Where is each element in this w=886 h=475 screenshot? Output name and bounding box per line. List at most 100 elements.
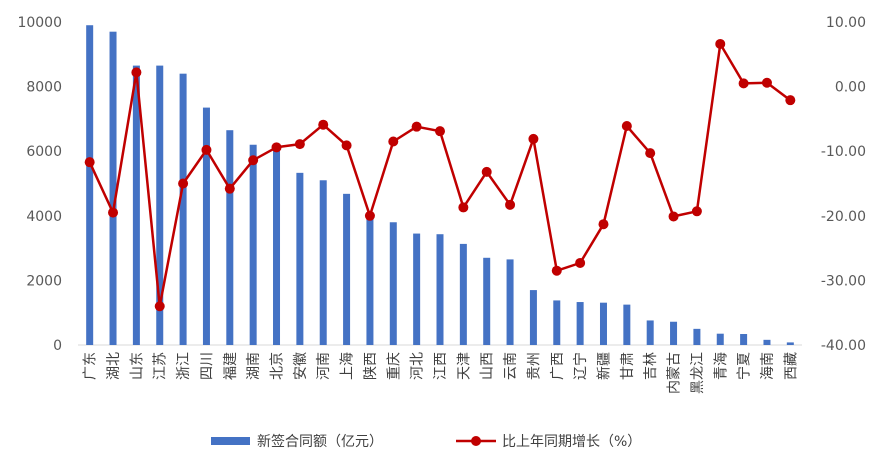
bar xyxy=(179,73,187,346)
line-point xyxy=(248,155,259,166)
line-point xyxy=(341,140,352,151)
bar xyxy=(740,334,748,345)
category-label: 广东 xyxy=(83,352,99,380)
legend: 新签合同额（亿元） 比上年同期增长（%） xyxy=(211,433,641,450)
line-point xyxy=(761,77,772,88)
left-tick-label: 0 xyxy=(53,338,62,354)
category-label: 海南 xyxy=(760,352,776,380)
category-label: 福建 xyxy=(223,352,239,380)
right-tick-label: -30.00 xyxy=(821,273,866,289)
right-axis: -40.00 -30.00 -20.00 -10.00 0.00 10.00 xyxy=(821,15,866,354)
right-tick-label: -20.00 xyxy=(821,209,866,225)
line-point xyxy=(458,202,469,213)
line-point xyxy=(411,121,422,132)
bar xyxy=(296,172,304,345)
right-tick-label: 10.00 xyxy=(826,15,866,31)
legend-bar-label: 新签合同额（亿元） xyxy=(257,433,383,450)
category-label: 山东 xyxy=(129,352,145,380)
category-label: 北京 xyxy=(270,352,286,380)
right-tick-label: -40.00 xyxy=(821,338,866,354)
category-label: 安徽 xyxy=(293,352,309,380)
legend-line-marker xyxy=(471,436,481,446)
line-point xyxy=(738,78,749,89)
legend-bar-swatch xyxy=(211,437,250,445)
category-label: 西藏 xyxy=(783,352,799,380)
category-label: 山西 xyxy=(480,352,496,380)
line-point xyxy=(364,210,375,221)
bar xyxy=(599,302,607,345)
bar xyxy=(459,243,467,345)
category-label: 河南 xyxy=(316,352,332,380)
line-point xyxy=(388,136,399,147)
line-point xyxy=(435,126,445,137)
line-point xyxy=(785,95,796,106)
line-point xyxy=(481,166,492,177)
category-label: 天津 xyxy=(456,352,472,380)
bar xyxy=(86,25,94,345)
category-label: 湖南 xyxy=(246,352,262,380)
category-label: 新疆 xyxy=(596,352,612,380)
left-tick-label: 2000 xyxy=(26,273,62,289)
bar xyxy=(273,147,281,345)
category-label: 上海 xyxy=(340,352,356,380)
category-label: 浙江 xyxy=(176,352,192,380)
bar xyxy=(343,193,351,345)
right-tick-label: -10.00 xyxy=(821,144,866,160)
line-point xyxy=(598,219,609,230)
bar xyxy=(109,31,117,345)
category-labels: 广东 湖北 山东 江苏 浙江 四川 福建 湖南 北京 安徽 河南 上海 陕西 重庆 河北 江西 天津 山西 云南 贵州… xyxy=(83,352,800,394)
bar xyxy=(529,290,537,345)
category-label: 黑龙江 xyxy=(690,352,706,394)
bar xyxy=(202,107,210,345)
line-point xyxy=(691,206,702,217)
line-point xyxy=(294,139,305,150)
category-label: 内蒙古 xyxy=(667,352,683,394)
bar xyxy=(623,304,631,345)
line-point xyxy=(668,211,679,222)
category-label: 辽宁 xyxy=(572,352,589,380)
line-point xyxy=(271,142,282,153)
legend-line-label: 比上年同期增长（%） xyxy=(502,434,641,450)
category-label: 江西 xyxy=(433,352,449,380)
bar xyxy=(483,257,491,345)
line-point xyxy=(318,119,329,130)
bar xyxy=(693,328,701,345)
bar xyxy=(413,233,421,345)
line-point xyxy=(154,301,165,312)
bar xyxy=(576,302,584,345)
bar xyxy=(132,65,140,345)
left-tick-label: 4000 xyxy=(26,209,62,225)
bar xyxy=(786,342,794,345)
category-label: 宁夏 xyxy=(736,352,753,380)
line-point xyxy=(131,67,142,78)
line-point xyxy=(551,265,562,276)
line-point xyxy=(528,133,539,144)
line-point xyxy=(201,144,212,155)
bar xyxy=(436,234,444,345)
bar-series xyxy=(86,25,794,346)
bar xyxy=(670,321,678,345)
bar xyxy=(249,144,257,345)
bar xyxy=(156,65,164,345)
bar xyxy=(553,300,561,345)
left-tick-label: 10000 xyxy=(17,15,62,31)
category-label: 四川 xyxy=(199,352,215,380)
right-tick-label: 0.00 xyxy=(835,80,866,96)
category-label: 陕西 xyxy=(363,352,379,380)
line-point xyxy=(84,157,95,168)
bar xyxy=(716,333,724,345)
category-label: 广西 xyxy=(550,352,566,380)
left-tick-label: 6000 xyxy=(26,144,62,160)
line-point xyxy=(645,148,656,159)
line-point xyxy=(715,38,726,49)
line-point xyxy=(224,183,235,194)
category-label: 河北 xyxy=(410,352,426,380)
category-label: 甘肃 xyxy=(620,352,636,380)
category-label: 湖北 xyxy=(106,352,122,380)
bar xyxy=(226,130,234,345)
line-series xyxy=(84,38,796,312)
line-point xyxy=(505,199,516,210)
category-label: 江苏 xyxy=(153,352,169,380)
left-tick-label: 8000 xyxy=(26,80,62,96)
